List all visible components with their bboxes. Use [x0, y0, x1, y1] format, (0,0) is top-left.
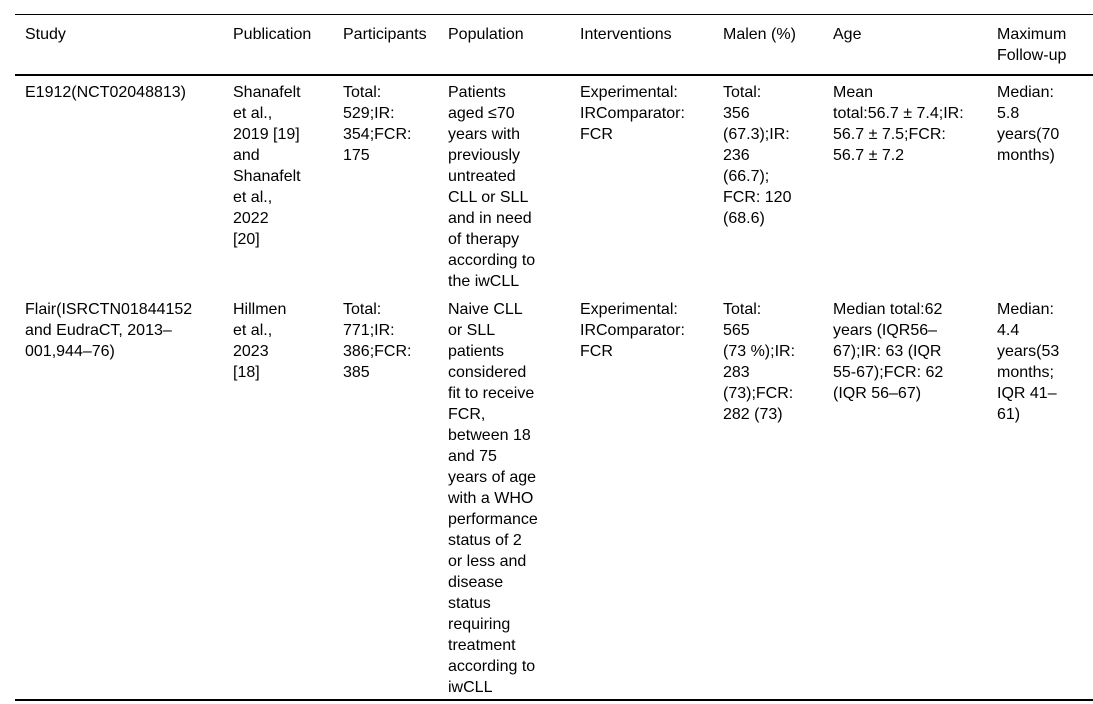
- cell-publication: Hillmen et al., 2023 [18]: [233, 301, 287, 381]
- header-cell-age: Age: [833, 14, 997, 76]
- cell-max-followup: Median: 5.8 years(70 months): [997, 84, 1060, 164]
- study-characteristics-table: Study Publication Participants Populatio…: [15, 14, 1093, 701]
- cell-participants: Total: 529;IR: 354;FCR: 175: [343, 84, 412, 164]
- cell-population: Patients aged ≤70 years with previously …: [448, 84, 536, 290]
- header-cell-interventions: Interventions: [580, 14, 723, 76]
- cell-interventions: Experimental: IRComparator: FCR: [580, 84, 685, 143]
- cell-publication: Shanafelt et al., 2019 [19] and Shanafel…: [233, 84, 301, 248]
- cell-age: Mean total:56.7 ± 7.4;IR: 56.7 ± 7.5;FCR…: [833, 84, 964, 164]
- header-cell-max-followup: Maximum Follow-up: [997, 14, 1093, 76]
- header-cell-publication: Publication: [233, 14, 343, 76]
- header-cell-study: Study: [15, 14, 233, 76]
- header-cell-population: Population: [448, 14, 580, 76]
- table-header-row: Study Publication Participants Populatio…: [15, 14, 1093, 76]
- cell-male-pct: Total: 565 (73 %);IR: 283 (73);FCR: 282 …: [723, 301, 796, 423]
- cell-interventions: Experimental: IRComparator: FCR: [580, 301, 685, 360]
- table-row-e1912: E1912(NCT02048813) Shanafelt et al., 201…: [15, 75, 1093, 293]
- cell-study: E1912(NCT02048813): [25, 84, 186, 101]
- cell-max-followup: Median: 4.4 years(53 months; IQR 41– 61): [997, 301, 1060, 423]
- header-cell-male-pct: Malen (%): [723, 14, 833, 76]
- cell-study: Flair(ISRCTN01844152 and EudraCT, 2013– …: [25, 301, 193, 360]
- cell-participants: Total: 771;IR: 386;FCR: 385: [343, 301, 412, 381]
- cell-male-pct: Total: 356 (67.3);IR: 236 (66.7); FCR: 1…: [723, 84, 792, 227]
- cell-population: Naive CLL or SLL patients considered fit…: [448, 301, 538, 696]
- table-row-flair: Flair(ISRCTN01844152 and EudraCT, 2013– …: [15, 293, 1093, 700]
- header-cell-participants: Participants: [343, 14, 448, 76]
- cell-age: Median total:62 years (IQR56– 67);IR: 63…: [833, 301, 944, 402]
